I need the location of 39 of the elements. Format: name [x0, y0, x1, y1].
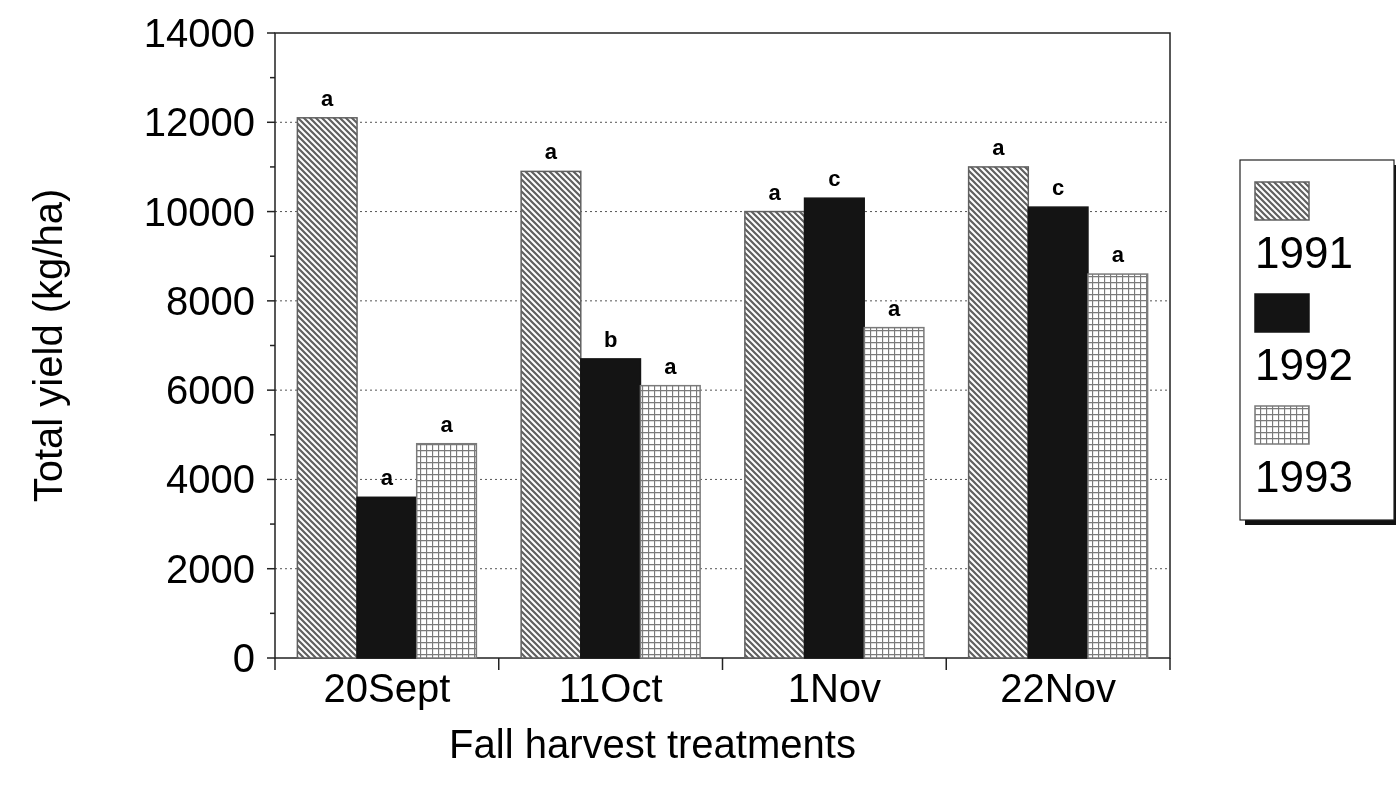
x-axis-title: Fall harvest treatments [449, 722, 856, 766]
y-axis-title: Total yield (kg/ha) [26, 188, 70, 503]
annotation: a [544, 139, 558, 165]
legend-label: 1993 [1255, 452, 1353, 501]
bar [356, 496, 418, 659]
bar [415, 442, 478, 659]
bar [1087, 273, 1149, 659]
annotation: a [992, 134, 1006, 160]
y-tick-label: 0 [232, 636, 255, 680]
y-tick-label: 2000 [166, 546, 255, 591]
annotation: c [828, 166, 841, 192]
bar [580, 358, 642, 659]
legend-label: 1991 [1255, 228, 1353, 277]
bar [744, 210, 806, 659]
annotation: a [887, 295, 901, 321]
annotation: a [440, 411, 454, 437]
y-tick-label: 8000 [166, 278, 255, 323]
annotation: a [321, 85, 335, 111]
x-tick-label: 20Sept [323, 666, 451, 710]
y-tick-label: 14000 [143, 11, 255, 55]
annotation: c [1052, 175, 1065, 201]
bar [863, 326, 925, 659]
x-tick-label: 1Nov [787, 666, 882, 710]
y-tick-label: 10000 [143, 189, 255, 234]
annotation: a [1111, 242, 1125, 268]
bar [1027, 206, 1089, 659]
bar [639, 384, 701, 659]
y-tick-label: 12000 [143, 100, 255, 145]
bar [520, 170, 582, 659]
legend-label: 1992 [1255, 340, 1353, 389]
y-tick-label: 4000 [166, 457, 255, 502]
annotation: b [603, 326, 618, 352]
x-tick-label: 11Oct [558, 666, 663, 710]
bar [803, 197, 865, 659]
annotation: a [380, 465, 394, 491]
annotation: a [664, 353, 678, 379]
y-tick-label: 6000 [166, 368, 255, 413]
x-tick-label: 22Nov [1000, 666, 1116, 710]
annotation: a [768, 179, 782, 205]
